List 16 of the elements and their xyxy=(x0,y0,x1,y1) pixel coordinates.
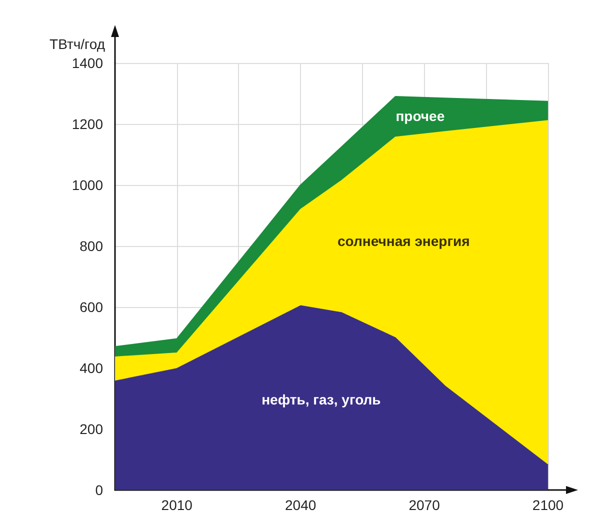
y-tick-label: 1000 xyxy=(72,177,104,193)
y-axis-title: ТВтч/год xyxy=(50,36,105,52)
y-tick-label: 800 xyxy=(80,238,104,254)
series-label: прочее xyxy=(396,108,445,124)
series-label: солнечная энергия xyxy=(337,233,470,250)
x-tick-label: 2100 xyxy=(532,497,564,513)
y-tick-label: 600 xyxy=(80,299,104,315)
y-tick-label: 400 xyxy=(80,360,104,376)
series-label: нефть, газ, уголь xyxy=(262,392,382,408)
x-tick-label: 2010 xyxy=(161,497,193,513)
y-tick-label: 1400 xyxy=(72,55,104,71)
y-tick-label: 0 xyxy=(95,482,104,498)
y-tick-label: 200 xyxy=(80,421,104,437)
x-tick-label: 2040 xyxy=(284,497,316,513)
y-tick-label: 1200 xyxy=(72,116,104,132)
x-tick-label: 2070 xyxy=(408,497,440,513)
